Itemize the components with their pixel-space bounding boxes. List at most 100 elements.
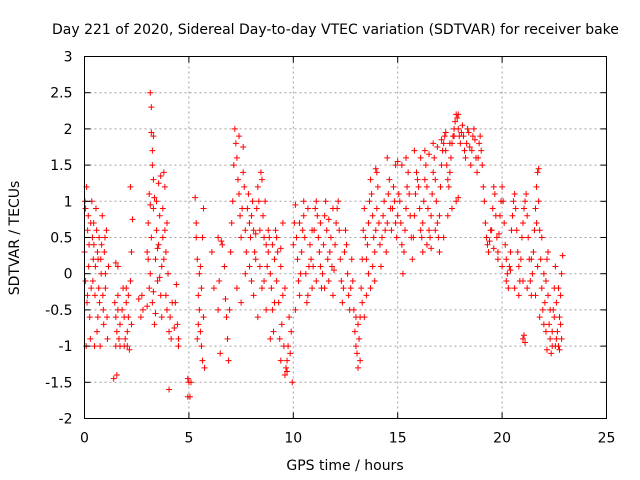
data-point xyxy=(388,227,395,234)
data-point xyxy=(210,285,217,292)
data-point xyxy=(139,306,146,313)
data-point xyxy=(351,328,358,335)
x-tick-label: 15 xyxy=(389,431,407,447)
data-point xyxy=(308,256,315,263)
data-point xyxy=(193,234,200,241)
data-point xyxy=(499,263,506,270)
data-point xyxy=(262,198,269,205)
data-point xyxy=(156,212,163,219)
data-point xyxy=(226,306,233,313)
data-point xyxy=(485,248,492,255)
data-point xyxy=(426,151,433,158)
data-point xyxy=(434,220,441,227)
data-point xyxy=(325,216,332,223)
data-point xyxy=(481,198,488,205)
data-point xyxy=(370,234,377,241)
data-point xyxy=(252,230,259,237)
data-point xyxy=(279,220,286,227)
data-point xyxy=(442,147,449,154)
data-point xyxy=(453,198,460,205)
data-point xyxy=(123,285,130,292)
data-point xyxy=(147,270,154,277)
data-point xyxy=(383,248,390,255)
data-point xyxy=(271,256,278,263)
data-point xyxy=(535,198,542,205)
data-point xyxy=(241,183,248,190)
data-point xyxy=(248,277,255,284)
data-point xyxy=(287,350,294,357)
y-tick-label: 2.5 xyxy=(50,86,72,102)
data-point xyxy=(506,263,513,270)
data-point xyxy=(374,183,381,190)
data-point xyxy=(144,248,151,255)
data-point xyxy=(312,205,319,212)
data-point xyxy=(166,386,173,393)
data-point xyxy=(518,234,525,241)
data-point xyxy=(229,198,236,205)
data-point xyxy=(483,234,490,241)
data-point xyxy=(554,328,561,335)
data-point xyxy=(438,162,445,169)
data-point xyxy=(350,306,357,313)
x-tick-label: 25 xyxy=(598,431,616,447)
data-point xyxy=(258,285,265,292)
data-point xyxy=(195,321,202,328)
data-point xyxy=(247,234,254,241)
data-point xyxy=(258,176,265,183)
data-point xyxy=(429,191,436,198)
data-point xyxy=(418,234,425,241)
data-point xyxy=(85,212,92,219)
data-point xyxy=(320,241,327,248)
data-point xyxy=(227,248,234,255)
data-point xyxy=(530,248,537,255)
data-point xyxy=(558,335,565,342)
data-point xyxy=(423,183,430,190)
data-point xyxy=(490,183,497,190)
data-point xyxy=(436,248,443,255)
data-point xyxy=(123,299,130,306)
data-point xyxy=(184,375,191,382)
data-point xyxy=(97,343,104,350)
data-point xyxy=(273,234,280,241)
data-point xyxy=(149,162,156,169)
data-point xyxy=(197,263,204,270)
data-point xyxy=(489,205,496,212)
data-point xyxy=(94,248,101,255)
data-point xyxy=(155,180,162,187)
data-point xyxy=(145,256,152,263)
data-point xyxy=(327,234,334,241)
y-tick-labels: -2 -1.5 -1 -0.5 0 0.5 1 1.5 2 2.5 3 xyxy=(45,50,72,428)
data-point xyxy=(309,285,316,292)
data-point xyxy=(471,136,478,143)
data-point xyxy=(416,205,423,212)
data-point xyxy=(556,346,563,353)
data-point xyxy=(310,263,317,270)
data-point xyxy=(495,230,502,237)
data-point xyxy=(515,292,522,299)
data-point xyxy=(200,314,207,321)
data-point xyxy=(417,154,424,161)
data-point xyxy=(146,285,153,292)
data-point xyxy=(443,162,450,169)
data-point xyxy=(286,314,293,321)
data-point xyxy=(553,335,560,342)
data-point xyxy=(295,277,302,284)
data-point xyxy=(284,357,291,364)
grid-lines xyxy=(84,56,607,419)
data-point xyxy=(389,205,396,212)
data-point xyxy=(441,133,448,140)
data-point xyxy=(293,234,300,241)
data-point xyxy=(289,379,296,386)
data-point xyxy=(250,292,257,299)
data-point xyxy=(304,205,311,212)
x-tick-label: 5 xyxy=(184,431,193,447)
data-point xyxy=(266,234,273,241)
data-point xyxy=(444,212,451,219)
data-point xyxy=(519,220,526,227)
data-point xyxy=(304,292,311,299)
data-point xyxy=(256,227,263,234)
data-point xyxy=(94,328,101,335)
data-point xyxy=(89,277,96,284)
data-point xyxy=(91,292,98,299)
data-point xyxy=(146,191,153,198)
